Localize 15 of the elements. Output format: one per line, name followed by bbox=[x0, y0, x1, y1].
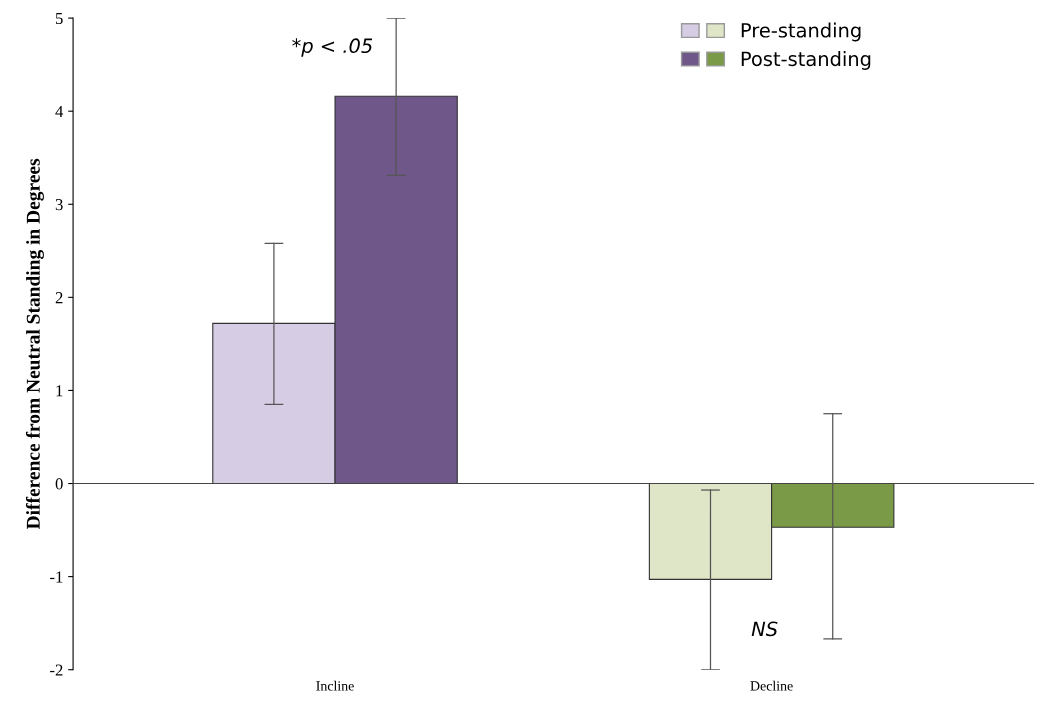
x-tick-label: Incline bbox=[316, 680, 354, 691]
legend-label: Pre-standing bbox=[741, 22, 861, 42]
annotation: *p < .05 bbox=[292, 38, 373, 57]
legend-label: Post-standing bbox=[741, 51, 871, 70]
y-tick-label: 5 bbox=[55, 12, 63, 25]
annotation: NS bbox=[751, 621, 778, 637]
y-axis-title: Difference from Neutral Standing in Degrees bbox=[25, 158, 44, 530]
y-tick-label: -1 bbox=[50, 571, 63, 583]
y-tick-label: 2 bbox=[55, 292, 63, 304]
x-tick-label: Decline bbox=[750, 680, 793, 691]
y-tick-label: 0 bbox=[55, 478, 63, 490]
y-tick-label: -2 bbox=[50, 664, 63, 676]
y-tick-label: 4 bbox=[55, 106, 64, 117]
y-tick-label: 3 bbox=[55, 199, 63, 211]
y-tick-label: 1 bbox=[56, 385, 63, 397]
